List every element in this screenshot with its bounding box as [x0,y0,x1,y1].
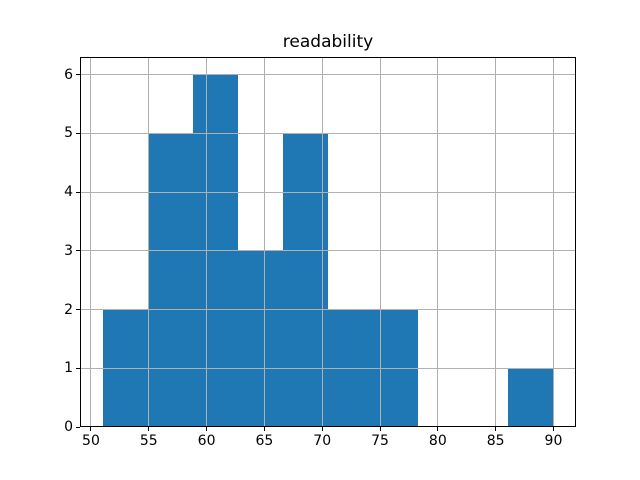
y-tick-mark [76,191,80,193]
y-tick-label: 1 [64,360,73,377]
y-tick-label: 4 [64,184,73,201]
y-tick-mark [76,367,80,369]
y-tick-label: 2 [64,301,73,318]
x-tick-mark [90,427,92,431]
gridline-horizontal [80,309,576,311]
x-tick-label: 65 [255,433,274,449]
y-tick-mark [76,74,80,76]
y-tick-mark [76,250,80,252]
y-tick-label: 0 [64,419,73,435]
gridline-vertical [437,57,439,427]
x-tick-label: 70 [313,433,332,449]
gridline-vertical [495,57,497,427]
histogram-bar [147,133,193,427]
gridline-horizontal [80,250,576,252]
gridline-vertical [379,57,381,427]
histogram-bar [282,133,328,427]
y-tick-label: 3 [64,242,73,259]
y-tick-label: 5 [64,125,73,142]
y-tick-mark [76,426,80,428]
x-tick-mark [495,427,497,431]
gridline-vertical [552,57,554,427]
x-tick-label: 85 [486,433,505,449]
x-tick-mark [437,427,439,431]
y-tick-mark [76,309,80,311]
x-tick-mark [379,427,381,431]
x-tick-label: 50 [82,433,100,449]
x-tick-mark [552,427,554,431]
chart-title: readability [282,32,374,52]
gridline-horizontal [80,367,576,369]
y-tick-label: 6 [64,66,73,83]
y-tick-mark [76,132,80,134]
x-tick-label: 55 [139,433,158,449]
histogram-bar [237,250,283,427]
gridline-horizontal [80,132,576,134]
x-tick-label: 75 [371,433,389,449]
plot-area [80,57,576,427]
grid-layer [80,57,576,427]
x-tick-mark [321,427,323,431]
gridline-vertical [90,57,92,427]
gridline-horizontal [80,74,576,76]
gridline-vertical [148,57,150,427]
gridline-vertical [321,57,323,427]
x-tick-label: 60 [197,433,216,449]
x-tick-label: 90 [544,433,563,449]
gridline-vertical [263,57,265,427]
gridline-vertical [206,57,208,427]
x-tick-label: 80 [428,433,447,449]
histogram-bar [508,368,554,427]
x-tick-mark [148,427,150,431]
gridline-horizontal [80,191,576,193]
x-tick-mark [206,427,208,431]
x-tick-mark [263,427,265,431]
